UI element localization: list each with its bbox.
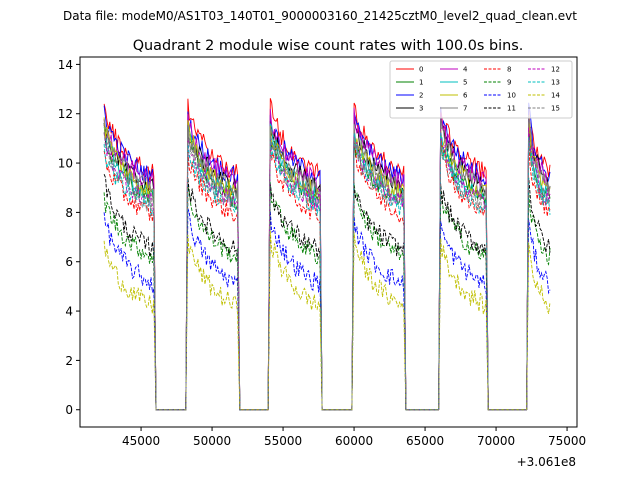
series-line-3: [103, 112, 551, 411]
series-line-14: [103, 230, 551, 411]
series-line-10: [103, 208, 551, 411]
y-tick-label: 8: [65, 206, 73, 220]
legend-label-5: 5: [463, 79, 467, 87]
y-axis: 0 2 4 6 8 10 12 14: [58, 58, 80, 417]
legend-label-7: 7: [463, 105, 467, 113]
legend-label-4: 4: [463, 66, 468, 74]
x-tick-label: 60000: [335, 434, 373, 448]
y-tick-label: 6: [65, 255, 73, 269]
legend-label-9: 9: [507, 79, 511, 87]
series-line-9: [103, 182, 551, 411]
series-line-15: [103, 129, 551, 411]
y-tick-label: 4: [65, 305, 73, 319]
legend-label-6: 6: [463, 92, 468, 100]
legend-label-0: 0: [419, 66, 423, 74]
legend-label-12: 12: [551, 66, 560, 74]
legend-label-1: 1: [419, 79, 423, 87]
series-layer: [103, 98, 551, 411]
y-tick-label: 14: [58, 58, 73, 72]
series-line-13: [103, 132, 551, 411]
legend-label-14: 14: [551, 92, 560, 100]
file-suptitle: Data file: modeM0/AS1T03_140T01_90000031…: [63, 9, 577, 23]
x-tick-label: 45000: [122, 434, 160, 448]
legend-label-8: 8: [507, 66, 511, 74]
x-axis: 45000 50000 55000 60000 65000 70000 75000: [122, 427, 586, 448]
legend-label-15: 15: [551, 105, 560, 113]
x-tick-label: 75000: [548, 434, 586, 448]
legend-label-2: 2: [419, 92, 423, 100]
x-offset-label: +3.061e8: [517, 455, 576, 469]
y-tick-label: 10: [58, 157, 73, 171]
x-tick-label: 50000: [193, 434, 231, 448]
plot-frame: [79, 56, 578, 428]
legend-label-3: 3: [419, 105, 423, 113]
legend-label-13: 13: [551, 79, 560, 87]
x-tick-label: 55000: [264, 434, 302, 448]
legend-label-11: 11: [507, 105, 516, 113]
y-tick-label: 12: [58, 107, 73, 121]
y-tick-label: 0: [65, 403, 73, 417]
series-line-11: [103, 174, 551, 411]
legend-label-10: 10: [507, 92, 516, 100]
chart-title: Quadrant 2 module wise count rates with …: [133, 38, 524, 54]
series-line-7: [103, 114, 551, 411]
legend-box: [389, 60, 573, 119]
x-tick-label: 70000: [477, 434, 515, 448]
series-line-12: [103, 127, 551, 411]
y-tick-label: 2: [65, 354, 73, 368]
x-tick-label: 65000: [406, 434, 444, 448]
